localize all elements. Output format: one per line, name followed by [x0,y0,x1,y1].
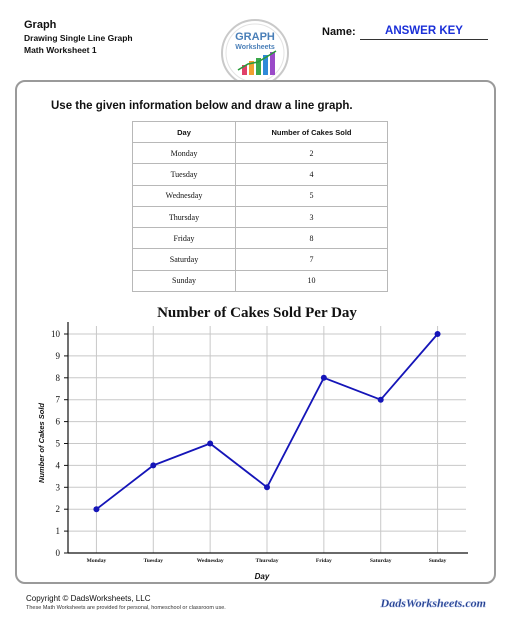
data-table: Day Number of Cakes Sold Monday 2 Tuesday… [132,121,388,293]
x-tick-label: Thursday [256,558,279,564]
logo-bar-icon [270,52,275,75]
graph-worksheets-logo: GRAPH Worksheets [221,19,289,87]
line-chart: Number of Cakes Sold Per Day Day Number … [37,305,468,581]
table-row: Wednesday 5 [132,184,388,207]
data-point [207,440,214,447]
worksheet-number: Math Worksheet 1 [24,45,97,55]
table-row: Tuesday 4 [132,163,388,186]
table-cell-cakes: 10 [235,269,388,293]
table-row: Sunday 10 [132,269,388,293]
logo-bar-icon [242,65,247,75]
worksheet-header: Graph Drawing Single Line Graph Math Wor… [24,18,133,56]
x-tick-label: Wednesday [197,558,224,564]
data-point [264,484,270,491]
instruction-text: Use the given information below and draw… [51,100,353,112]
logo-bar-icon [256,58,261,75]
x-tick-label: Saturday [370,558,392,564]
table-header-row: Day Number of Cakes Sold [132,121,388,143]
table-row: Saturday 7 [132,248,388,271]
data-point [150,462,157,469]
brand-text: DadsWorksheets.com [380,596,486,610]
chart-title: Number of Cakes Sold Per Day [157,305,357,321]
x-tick-label: Tuesday [144,558,164,564]
y-tick-label: 9 [56,351,61,361]
chart-y-axis-label: Number of Cakes Sold [37,403,46,483]
y-tick-label: 10 [51,329,61,339]
copyright-text: Copyright © DadsWorksheets, LLC [26,594,151,603]
footer: Copyright © DadsWorksheets, LLC These Ma… [26,594,226,612]
logo-bar-icon [249,61,254,75]
y-tick-label: 5 [56,439,61,449]
y-tick-label: 7 [56,395,61,405]
name-answer-field: ANSWER KEY [360,24,488,40]
logo-bar-icon [263,55,268,75]
data-point [434,331,441,337]
y-tick-label: 0 [56,548,61,558]
y-tick-label: 4 [56,460,61,470]
data-point [320,374,327,381]
logo-text-worksheets: Worksheets [235,44,275,51]
x-tick-label: Friday [316,558,332,564]
worksheet-subtitle: Drawing Single Line Graph [24,33,133,43]
data-point [93,506,100,513]
y-tick-label: 3 [56,482,61,492]
y-tick-label: 2 [56,504,61,514]
y-tick-label: 8 [56,373,61,383]
data-point [377,396,384,403]
worksheet-title: Graph [24,19,57,31]
dadsworksheets-logo: DadsWorksheets.com [379,596,486,610]
x-tick-label: Sunday [429,558,447,564]
y-tick-label: 6 [56,417,61,427]
logo-text-graph: GRAPH [235,31,275,43]
name-label: Name: [322,26,356,38]
worksheet-panel: Use the given information below and draw… [15,80,496,584]
x-tick-label: Monday [87,558,107,564]
disclaimer-text: These Math Worksheets are provided for p… [26,605,226,611]
chart-x-axis-label: Day [255,572,270,581]
y-tick-label: 1 [56,526,61,536]
logo-trend-line-icon [237,50,277,71]
